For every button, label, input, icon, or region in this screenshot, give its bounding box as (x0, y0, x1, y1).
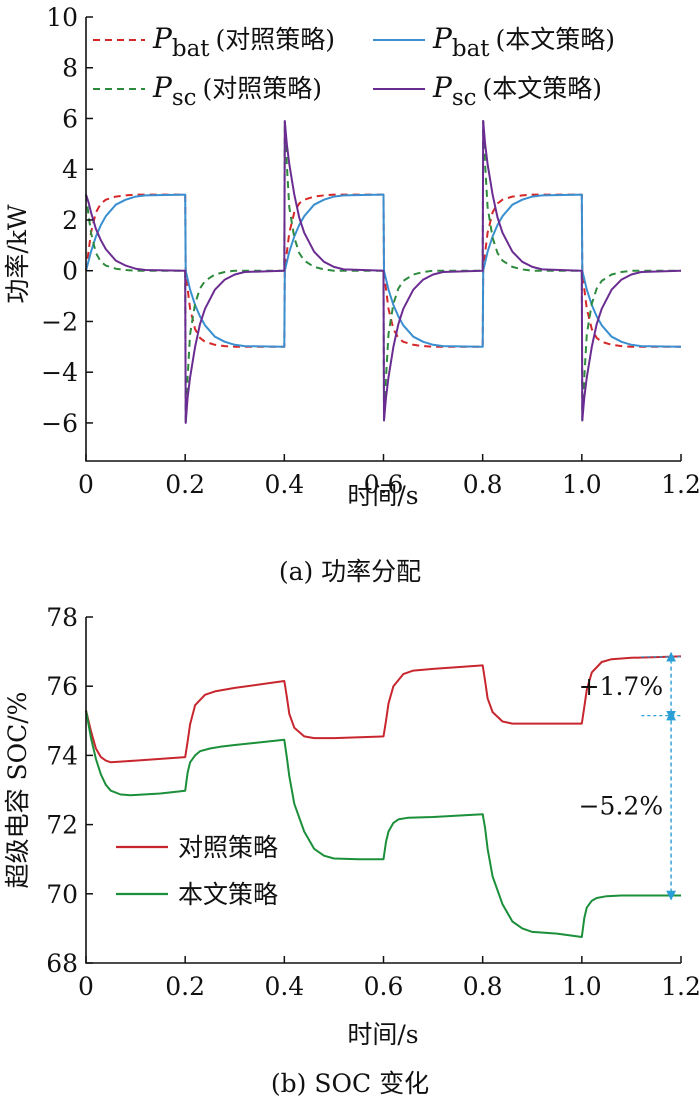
panel-a-y-tick-label: 0 (62, 257, 78, 286)
panel-a-y-tick-label: 8 (62, 54, 78, 83)
legend-entry-4: Psc (本文策略) (373, 71, 602, 111)
panel-a-x-tick-label: 0.8 (463, 470, 503, 499)
legend-label: Pbat (本文策略) (432, 22, 615, 62)
panel-b-y-tick-label: 76 (46, 672, 78, 701)
panel-b-series-line-2 (85, 710, 681, 938)
panel-a-y-tick-label: −2 (41, 307, 78, 336)
annotation-label-1: +1.7% (579, 672, 663, 701)
panel-a-series-layer (85, 120, 682, 424)
panel-b-x-tick-label: 1.2 (661, 972, 700, 1001)
panel-b-x-tick-label: 0.2 (165, 972, 205, 1001)
legend-label: Pbat (对照策略) (152, 22, 335, 62)
panel-a-legend: Pbat (对照策略) Pbat (本文策略) Psc (对照策略) Psc (本文策略) (93, 22, 615, 111)
panel-a-x-tick-label: 0 (78, 470, 94, 499)
panel-b-y-tick-label: 70 (46, 880, 78, 909)
panel-a-y-tick-label: 6 (62, 104, 78, 133)
panel-b-series-layer (85, 655, 682, 938)
legend-entry-2: Pbat (本文策略) (373, 22, 615, 62)
panel-b-ticks: 0 0.2 0.4 0.6 0.8 1.0 1.2 68 70 72 74 76 78 (46, 603, 700, 1001)
panel-b-y-tick-label: 68 (46, 949, 78, 978)
panel-a-x-tick-label: 1.2 (661, 470, 700, 499)
panel-a-series-line-2 (85, 193, 682, 348)
panel-a-x-tick-label: 0.4 (264, 470, 304, 499)
panel-b-x-axis-label: 时间/s (347, 1020, 418, 1049)
panel-a-power-distribution: 0 0.2 0.4 0.6 0.8 1.0 1.2 −6 −4 −2 0 2 4 6 8 10 Pbat (对照… (3, 3, 700, 510)
panel-b-y-axis-label: 超级电容 SOC/% (3, 692, 32, 889)
panel-a-y-axis-label: 功率/kW (3, 204, 32, 304)
panel-b-y-tick-label: 72 (46, 811, 78, 840)
panel-b-x-tick-label: 0.6 (364, 972, 404, 1001)
panel-a-x-tick-label: 1.0 (562, 470, 602, 499)
panel-b-x-tick-label: 0.4 (264, 972, 304, 1001)
legend-label: 对照策略 (178, 833, 278, 862)
panel-b-y-tick-label: 74 (46, 741, 78, 770)
panel-b-y-tick-label: 78 (46, 603, 78, 632)
panel-a-series-line-4 (85, 120, 682, 424)
legend-label: 本文策略 (178, 880, 278, 909)
panel-b-caption: (b) SOC 变化 (270, 1069, 430, 1098)
panel-a-x-axis-label: 时间/s (347, 481, 418, 510)
panel-b-x-tick-label: 0 (78, 972, 94, 1001)
panel-b-x-tick-label: 0.8 (463, 972, 503, 1001)
panel-b-soc-change: 0 0.2 0.4 0.6 0.8 1.0 1.2 68 70 72 74 76 78 +1.7% −5.… (3, 603, 700, 1049)
panel-b-annotations: +1.7% −5.2% (579, 651, 681, 901)
panel-a-caption: (a) 功率分配 (278, 557, 422, 586)
panel-b-series-line-1 (85, 655, 682, 764)
panel-b-x-tick-label: 1.0 (562, 972, 602, 1001)
annotation-label-2: −5.2% (579, 792, 663, 821)
panel-a-x-tick-label: 0.2 (165, 470, 205, 499)
legend-entry-1: 对照策略 (116, 833, 278, 862)
legend-entry-2: 本文策略 (116, 880, 278, 909)
panel-a-ticks: 0 0.2 0.4 0.6 0.8 1.0 1.2 −6 −4 −2 0 2 4 6 8 10 (41, 3, 700, 499)
legend-entry-3: Psc (对照策略) (93, 71, 322, 111)
panel-a-x-tick-label: 0.6 (364, 470, 404, 499)
panel-a-y-tick-label: −6 (41, 409, 78, 438)
legend-entry-1: Pbat (对照策略) (93, 22, 335, 62)
legend-label: Psc (对照策略) (152, 71, 322, 111)
panel-a-y-tick-label: 10 (46, 3, 78, 32)
panel-b-axes (85, 617, 681, 964)
panel-a-y-tick-label: 2 (62, 206, 78, 235)
panel-a-y-tick-label: 4 (62, 155, 78, 184)
panel-a-y-tick-label: −4 (41, 358, 78, 387)
legend-label: Psc (本文策略) (432, 71, 602, 111)
